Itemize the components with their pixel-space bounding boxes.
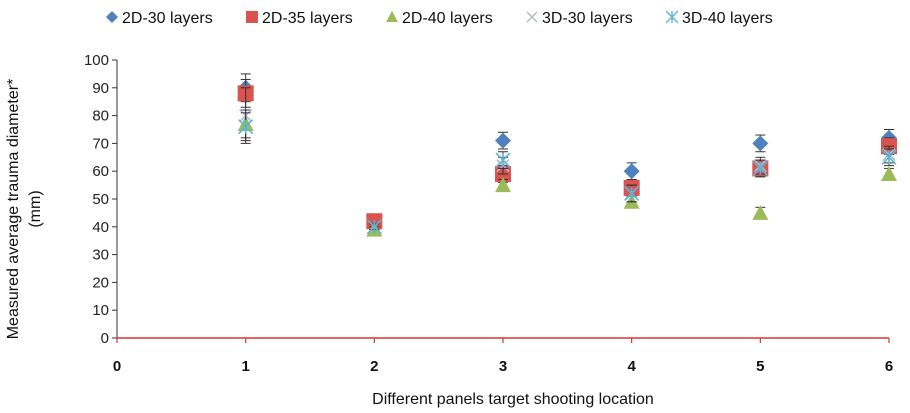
data-point <box>495 177 511 193</box>
legend-label: 2D-40 layers <box>402 10 493 27</box>
data-point <box>623 163 640 180</box>
plot-area <box>237 73 897 237</box>
y-tick-label: 10 <box>92 302 109 319</box>
data-point <box>752 160 768 176</box>
data-point <box>752 204 769 220</box>
legend: 2D-30 layers 2D-35 layers 2D-40 layers 3D-3… <box>106 10 773 27</box>
y-axis-ticks: 0 10 20 30 40 50 60 70 80 90 100 <box>84 52 117 347</box>
x-tick-label: 3 <box>499 358 507 375</box>
legend-item: 2D-40 layers <box>386 10 493 27</box>
series-3d-40-layers <box>238 112 897 235</box>
y-tick-label: 100 <box>84 52 109 69</box>
x-axis-title: Different panels target shooting locatio… <box>372 391 654 408</box>
data-point <box>495 132 511 149</box>
series-2d-30-layers <box>237 73 897 233</box>
y-tick-label: 30 <box>92 247 109 264</box>
legend-label: 2D-35 layers <box>262 10 353 27</box>
y-tick-label: 50 <box>92 191 109 208</box>
legend-item: 3D-30 layers <box>526 10 633 27</box>
x-tick-label: 1 <box>241 358 249 375</box>
legend-label: 3D-40 layers <box>682 10 773 27</box>
data-point <box>495 152 511 168</box>
y-tick-label: 70 <box>92 135 109 152</box>
x-axis-ticks: 0 1 2 3 4 5 6 <box>113 338 893 375</box>
y-tick-label: 90 <box>92 80 109 97</box>
x-tick-label: 2 <box>370 358 378 375</box>
y-axis-title: Measured average trauma diameter* (mm) <box>5 79 44 340</box>
legend-item: 2D-35 layers <box>246 10 353 27</box>
legend-marker <box>526 11 538 23</box>
data-point <box>752 135 769 152</box>
legend-marker <box>106 11 118 23</box>
data-point <box>881 165 897 181</box>
y-tick-label: 60 <box>92 163 109 180</box>
y-axis-title-line: Measured average trauma diameter* <box>5 79 22 340</box>
data-point <box>881 149 897 165</box>
series-2d-35-layers <box>237 78 897 230</box>
legend-marker <box>386 11 398 22</box>
y-tick-label: 0 <box>101 330 109 347</box>
legend-item: 3D-40 layers <box>665 10 773 27</box>
y-axis-title-line: (mm) <box>27 190 44 227</box>
x-tick-label: 0 <box>113 358 121 375</box>
data-point <box>366 219 382 235</box>
data-point <box>624 185 640 202</box>
series-3d-30-layers <box>239 87 896 234</box>
x-tick-label: 5 <box>756 358 764 375</box>
legend-label: 2D-30 layers <box>122 10 213 27</box>
y-tick-label: 20 <box>92 274 109 291</box>
legend-item: 2D-30 layers <box>106 10 213 27</box>
series-2d-40-layers <box>237 109 897 237</box>
x-tick-label: 4 <box>627 358 636 375</box>
y-tick-label: 40 <box>92 219 109 236</box>
x-tick-label: 6 <box>885 358 893 375</box>
legend-label: 3D-30 layers <box>542 10 633 27</box>
y-tick-label: 80 <box>92 108 109 125</box>
data-point <box>238 119 254 135</box>
legend-marker <box>665 10 679 24</box>
legend-marker <box>246 11 258 23</box>
